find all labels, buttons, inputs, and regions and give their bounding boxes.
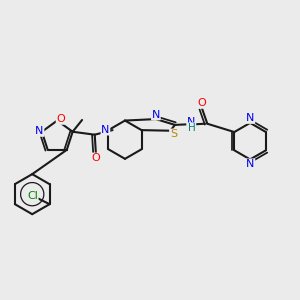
Text: N: N xyxy=(101,125,110,135)
Text: S: S xyxy=(170,129,177,139)
Text: N: N xyxy=(35,126,44,136)
Text: O: O xyxy=(92,153,100,163)
Text: N: N xyxy=(187,117,195,127)
Text: O: O xyxy=(198,98,206,108)
Text: Cl: Cl xyxy=(27,191,38,201)
Text: N: N xyxy=(152,110,160,120)
Text: O: O xyxy=(56,114,65,124)
Text: N: N xyxy=(246,113,255,123)
Text: N: N xyxy=(246,159,255,169)
Text: H: H xyxy=(188,123,196,133)
